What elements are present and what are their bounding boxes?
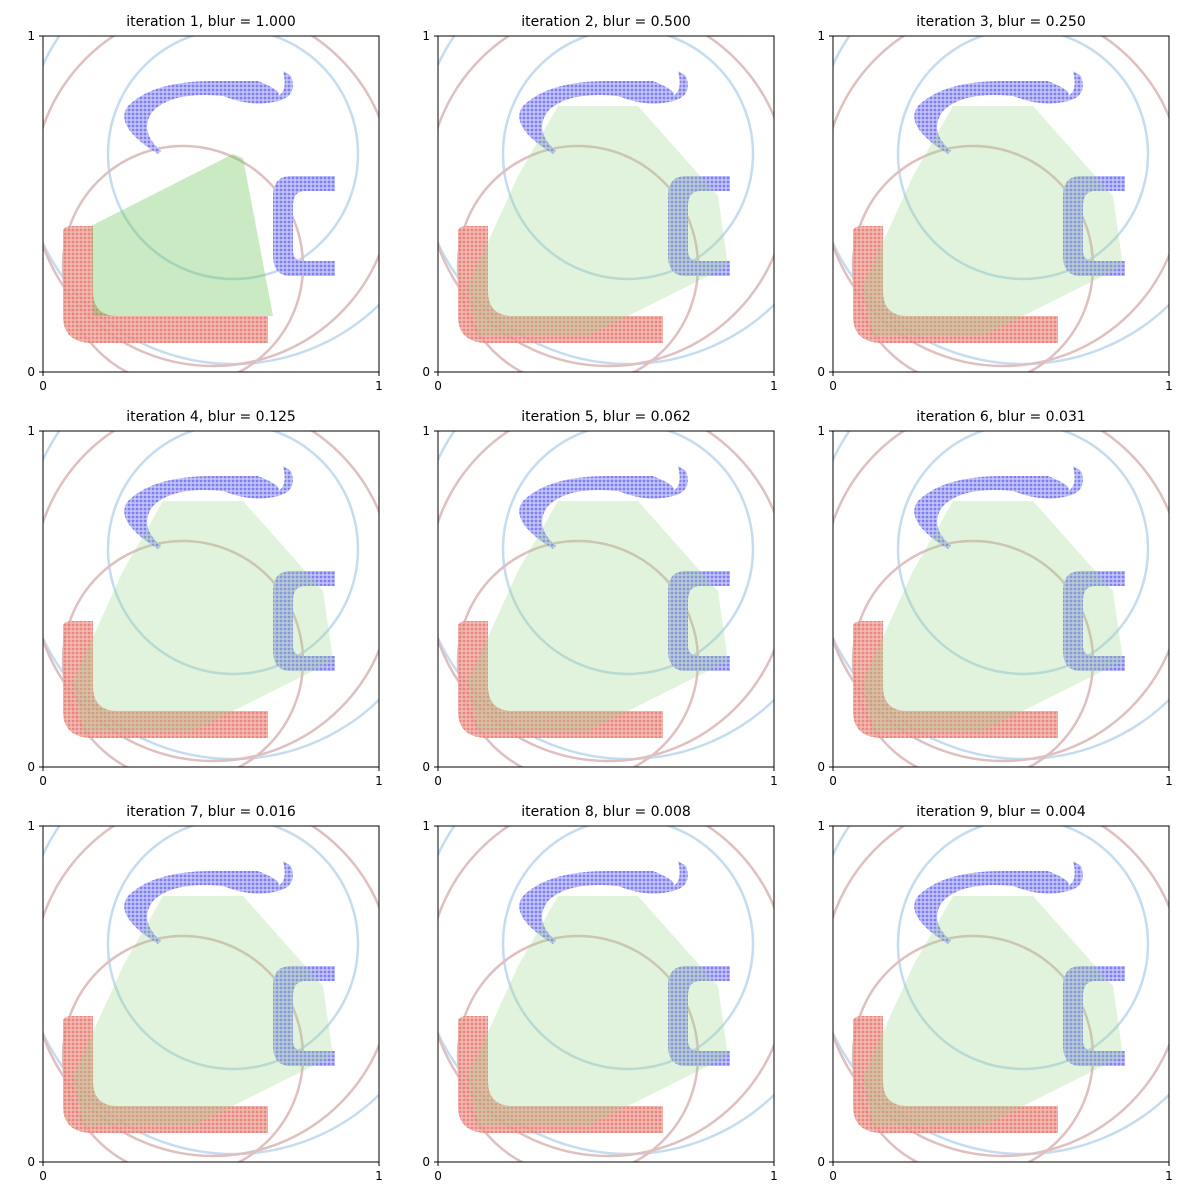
y-tick-label: 0 — [422, 1155, 430, 1169]
y-tick-label: 1 — [817, 819, 825, 833]
y-tick-label: 1 — [422, 819, 430, 833]
x-tick-label: 0 — [434, 774, 442, 788]
y-tick-label: 0 — [817, 1155, 825, 1169]
plot-area — [438, 826, 774, 1162]
axes-frame — [42, 430, 380, 768]
subplot: iteration 5, blur = 0.062 0 1 0 1 — [422, 409, 778, 788]
subplot: iteration 6, blur = 0.031 0 1 0 1 — [817, 409, 1173, 788]
subplot: iteration 7, blur = 0.016 0 1 0 1 — [27, 804, 383, 1183]
axes-frame — [832, 35, 1170, 373]
y-tick-label: 0 — [27, 1155, 35, 1169]
x-tick-label: 0 — [829, 774, 837, 788]
x-tick-label: 0 — [39, 1169, 47, 1183]
subplot-title: iteration 8, blur = 0.008 — [521, 804, 691, 820]
x-tick-label: 0 — [829, 1169, 837, 1183]
plot-area — [833, 36, 1169, 372]
x-tick-label: 1 — [1165, 379, 1173, 393]
x-tick-label: 0 — [434, 1169, 442, 1183]
transport-lines — [863, 501, 1123, 731]
axes-frame — [832, 430, 1170, 768]
plot-area — [833, 431, 1169, 767]
plot-area — [43, 36, 379, 372]
plot-area — [833, 826, 1169, 1162]
y-tick-label: 0 — [27, 365, 35, 379]
x-tick-label: 0 — [39, 379, 47, 393]
y-tick-label: 0 — [817, 365, 825, 379]
x-tick-label: 1 — [770, 774, 778, 788]
x-tick-label: 1 — [375, 1169, 383, 1183]
axes-frame — [42, 825, 380, 1163]
subplot-title: iteration 3, blur = 0.250 — [916, 14, 1086, 30]
transport-lines — [73, 896, 333, 1126]
subplot: iteration 4, blur = 0.125 0 1 0 1 — [27, 409, 383, 788]
axes-frame — [437, 430, 775, 768]
transport-lines — [468, 896, 728, 1126]
transport-lines — [468, 106, 728, 336]
transport-lines — [468, 501, 728, 731]
y-tick-label: 1 — [422, 29, 430, 43]
axes-frame — [832, 825, 1170, 1163]
subplot-title: iteration 5, blur = 0.062 — [521, 409, 691, 425]
x-tick-label: 1 — [770, 1169, 778, 1183]
subplot-title: iteration 6, blur = 0.031 — [916, 409, 1086, 425]
subplot: iteration 9, blur = 0.004 0 1 0 1 — [817, 804, 1173, 1183]
y-tick-label: 1 — [27, 819, 35, 833]
transport-lines — [863, 106, 1123, 336]
subplot-title: iteration 9, blur = 0.004 — [916, 804, 1086, 820]
y-tick-label: 1 — [27, 29, 35, 43]
y-tick-label: 1 — [422, 424, 430, 438]
transport-lines — [73, 501, 333, 731]
plot-area — [43, 826, 379, 1162]
y-tick-label: 1 — [817, 29, 825, 43]
x-tick-label: 1 — [375, 774, 383, 788]
y-tick-label: 0 — [27, 760, 35, 774]
x-tick-label: 1 — [375, 379, 383, 393]
x-tick-label: 0 — [829, 379, 837, 393]
x-tick-label: 0 — [39, 774, 47, 788]
plot-area — [43, 431, 379, 767]
x-tick-label: 1 — [1165, 1169, 1173, 1183]
y-tick-label: 1 — [27, 424, 35, 438]
y-tick-label: 0 — [422, 760, 430, 774]
transport-lines — [91, 154, 273, 316]
y-tick-label: 0 — [422, 365, 430, 379]
subplot-title: iteration 4, blur = 0.125 — [126, 409, 296, 425]
transport-lines — [863, 896, 1123, 1126]
plot-area — [438, 36, 774, 372]
x-tick-label: 1 — [770, 379, 778, 393]
y-tick-label: 0 — [817, 760, 825, 774]
axes-frame — [437, 35, 775, 373]
subplot-title: iteration 7, blur = 0.016 — [126, 804, 296, 820]
subplot: iteration 1, blur = 1.000 0 1 0 1 — [27, 14, 383, 393]
axes-frame — [42, 35, 380, 373]
axes-frame — [437, 825, 775, 1163]
subplot-title: iteration 1, blur = 1.000 — [126, 14, 296, 30]
x-tick-label: 1 — [1165, 774, 1173, 788]
subplot-title: iteration 2, blur = 0.500 — [521, 14, 691, 30]
subplot: iteration 3, blur = 0.250 0 1 0 1 — [817, 14, 1173, 393]
subplot: iteration 2, blur = 0.500 0 1 0 1 — [422, 14, 778, 393]
x-tick-label: 0 — [434, 379, 442, 393]
y-tick-label: 1 — [817, 424, 825, 438]
subplot: iteration 8, blur = 0.008 0 1 0 1 — [422, 804, 778, 1183]
